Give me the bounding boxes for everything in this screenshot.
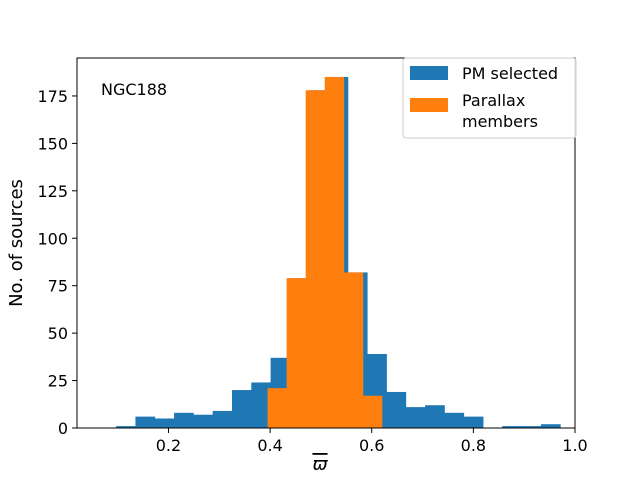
legend-label-parallax-line2: members	[462, 112, 538, 131]
bar-pm-selected-4	[193, 414, 214, 428]
bar-pm-selected-5	[212, 410, 233, 428]
bars-layer	[116, 76, 561, 428]
bar-parallax-members-5	[362, 395, 383, 428]
bar-pm-selected-14	[386, 391, 407, 428]
x-tick-label: 0.6	[359, 436, 384, 455]
bar-pm-selected-16	[425, 405, 445, 428]
bar-pm-selected-20	[502, 426, 523, 428]
x-axis-title: ϖ	[312, 454, 328, 475]
bar-pm-selected-15	[405, 407, 426, 428]
x-tick-label: 1.0	[562, 436, 587, 455]
ticks-layer: 0.2 0.4 0.6 0.8 1.0 0 25 50 75 100 125 150 175	[37, 87, 587, 455]
y-tick-label: 125	[37, 182, 68, 201]
bar-pm-selected-7	[251, 382, 272, 428]
bar-pm-selected-21	[521, 426, 542, 428]
bar-parallax-members-4	[343, 272, 364, 428]
y-tick-label: 0	[58, 419, 68, 438]
legend: PM selected Parallax members	[402, 57, 577, 139]
legend-label-parallax-line1: Parallax	[462, 91, 525, 110]
x-tick-label: 0.4	[257, 436, 282, 455]
bar-pm-selected-3	[174, 412, 194, 428]
bar-parallax-members-2	[305, 90, 326, 428]
bar-parallax-members-3	[324, 76, 345, 428]
legend-swatch-pm-selected	[410, 66, 448, 80]
y-tick-label: 175	[37, 87, 68, 106]
y-tick-label: 100	[37, 229, 68, 248]
bar-pm-selected-6	[231, 390, 252, 428]
bar-pm-selected-18	[463, 416, 484, 428]
x-tick-label: 0.2	[156, 436, 181, 455]
cluster-annotation: NGC188	[101, 80, 167, 99]
bar-parallax-members-1	[286, 278, 307, 428]
y-axis-title: No. of sources	[6, 179, 27, 307]
plot-frame	[76, 57, 576, 429]
y-tick-label: 25	[48, 372, 68, 391]
legend-label-parallax-members: Parallax members	[462, 91, 538, 131]
y-tick-label: 150	[37, 134, 68, 153]
bar-pm-selected-2	[154, 418, 175, 428]
bar-pm-selected-1	[135, 416, 156, 428]
bar-parallax-members-0	[267, 388, 288, 428]
legend-swatch-parallax-members	[410, 98, 448, 112]
legend-label-pm-selected: PM selected	[462, 64, 558, 83]
bar-pm-selected-17	[444, 412, 465, 428]
y-tick-label: 75	[48, 277, 68, 296]
x-tick-label: 0.8	[461, 436, 486, 455]
bar-pm-selected-22	[540, 424, 561, 428]
y-tick-label: 50	[48, 324, 68, 343]
bar-pm-selected-0	[116, 426, 136, 428]
